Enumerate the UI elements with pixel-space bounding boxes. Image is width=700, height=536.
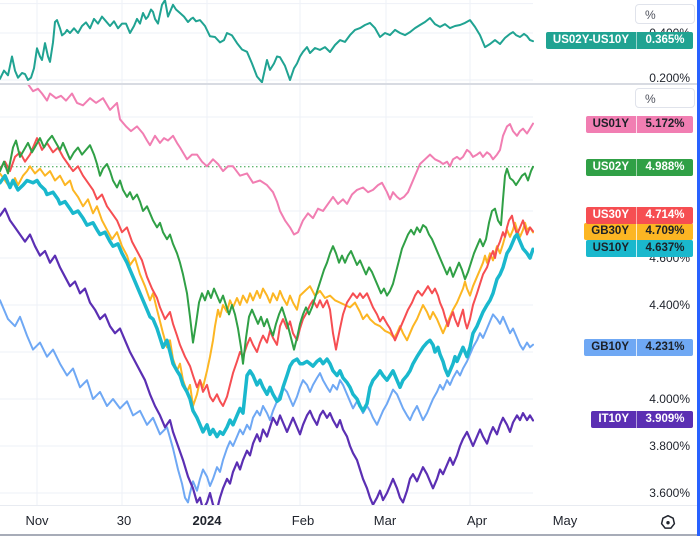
window-bottom-border bbox=[0, 534, 697, 536]
price-flag-gb30y: GB30Y 4.709% bbox=[584, 222, 693, 240]
time-axis-label: 2024 bbox=[192, 513, 222, 528]
time-axis-label: Apr bbox=[466, 513, 488, 528]
price-axis-label: 0.200% bbox=[649, 71, 690, 85]
pane-separator[interactable] bbox=[0, 83, 697, 85]
flag-symbol-label: US02Y bbox=[592, 160, 629, 173]
series-us02y-line[interactable] bbox=[0, 134, 534, 365]
price-flag-us30y: US30Y 4.714% bbox=[585, 206, 693, 224]
series-us01y-line[interactable] bbox=[27, 84, 534, 236]
settings-gear-icon[interactable] bbox=[657, 511, 679, 533]
time-axis-separator bbox=[0, 505, 697, 506]
flag-symbol-label: GB10Y bbox=[591, 340, 629, 353]
series-it10y-line[interactable] bbox=[0, 207, 534, 510]
price-flag-us10y: US10Y 4.637% bbox=[585, 239, 693, 257]
time-axis-label: Nov bbox=[25, 513, 49, 528]
price-flag-it10y: IT10Y 3.909% bbox=[591, 410, 693, 428]
price-flag-gb10y: GB10Y 4.231% bbox=[584, 338, 693, 356]
flag-symbol-label: US02Y-US10Y bbox=[552, 33, 629, 46]
price-axis-label: 4.400% bbox=[649, 298, 690, 312]
price-axis-label: 4.000% bbox=[649, 392, 690, 406]
price-scale-unit-button[interactable]: % bbox=[635, 4, 695, 24]
series-us02y-us10y-line[interactable] bbox=[0, 0, 534, 83]
series-us10y-line[interactable] bbox=[0, 173, 534, 439]
price-flag-us01y: US01Y 5.172% bbox=[585, 115, 693, 133]
flag-price-value: 3.909% bbox=[636, 410, 693, 428]
window-right-border bbox=[697, 0, 700, 536]
price-flag-us02y-us10y: US02Y-US10Y 0.365% bbox=[545, 31, 693, 49]
flag-symbol-label: US10Y bbox=[592, 241, 629, 254]
series-us30y-line[interactable] bbox=[0, 137, 534, 407]
flag-symbol-label: IT10Y bbox=[598, 412, 629, 425]
flag-symbol-label: GB30Y bbox=[591, 224, 629, 237]
flag-symbol-label: US01Y bbox=[592, 117, 629, 130]
series-gb10y-line[interactable] bbox=[0, 299, 534, 504]
time-axis[interactable]: Nov 30 2024 Feb Mar Apr May bbox=[0, 506, 700, 536]
flag-price-value: 4.709% bbox=[636, 222, 693, 240]
price-scale-unit-button[interactable]: % bbox=[635, 88, 695, 108]
price-flag-us02y: US02Y 4.988% bbox=[585, 158, 693, 176]
flag-price-value: 4.988% bbox=[636, 158, 693, 176]
flag-price-value: 4.231% bbox=[636, 338, 693, 356]
flag-symbol-label: US30Y bbox=[592, 208, 629, 221]
flag-price-value: 0.365% bbox=[636, 31, 693, 49]
time-axis-label: Mar bbox=[373, 513, 397, 528]
flag-price-value: 4.714% bbox=[636, 206, 693, 224]
time-axis-label: May bbox=[552, 513, 578, 528]
flag-price-value: 5.172% bbox=[636, 115, 693, 133]
flag-price-value: 4.637% bbox=[636, 239, 693, 257]
time-axis-label: 30 bbox=[116, 513, 132, 528]
time-axis-label: Feb bbox=[291, 513, 315, 528]
price-axis-label: 3.800% bbox=[649, 439, 690, 453]
price-axis-label: 3.600% bbox=[649, 486, 690, 500]
series-gb30y-line[interactable] bbox=[0, 165, 534, 407]
